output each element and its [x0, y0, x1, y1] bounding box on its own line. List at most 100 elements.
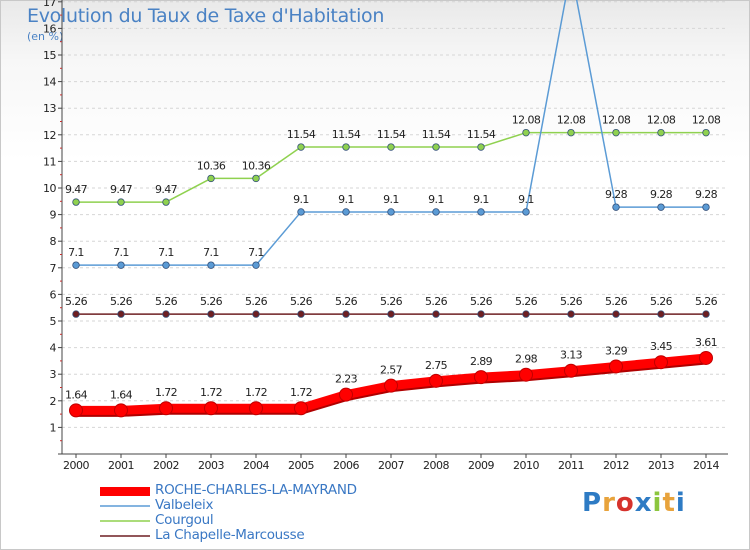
data-point	[387, 208, 395, 216]
data-label: 5.26	[425, 295, 448, 308]
data-point	[654, 355, 668, 370]
data-label: 5.26	[200, 295, 223, 308]
x-tick-label: 2012	[603, 459, 629, 472]
x-tick-label: 2008	[423, 459, 449, 472]
legend-swatch-courgoul	[100, 520, 150, 522]
data-label: 1.72	[200, 386, 222, 399]
data-label: 9.1	[338, 193, 354, 206]
chart-subtitle: (en %)	[27, 30, 64, 43]
x-tick-label: 2006	[333, 459, 359, 472]
data-point	[162, 261, 170, 269]
x-tick-label: 2007	[378, 459, 404, 472]
data-point	[702, 128, 710, 137]
data-label: 9.1	[518, 193, 534, 206]
logo-letter: P	[582, 488, 603, 518]
data-label: 1.72	[155, 386, 177, 399]
data-label: 5.26	[65, 295, 88, 308]
y-tick-label: 1	[50, 421, 57, 434]
data-point	[252, 261, 260, 269]
data-point	[252, 174, 260, 183]
data-point	[249, 401, 263, 416]
data-label: 9.47	[65, 183, 88, 196]
y-tick-label: 10	[43, 182, 56, 195]
data-label: 9.1	[293, 193, 309, 206]
data-point	[252, 310, 260, 318]
data-point	[477, 310, 485, 318]
data-label: 5.26	[155, 295, 178, 308]
x-tick-label: 2009	[468, 459, 494, 472]
data-point	[114, 403, 128, 418]
legend-label-roche: ROCHE-CHARLES-LA-MAYRAND	[155, 482, 357, 498]
data-point	[207, 261, 215, 269]
data-label: 5.26	[110, 295, 133, 308]
data-label: 9.1	[473, 193, 489, 206]
data-label: 5.26	[290, 295, 313, 308]
data-label: 2.75	[425, 359, 448, 372]
data-point	[207, 310, 215, 318]
y-tick-label: 5	[50, 315, 57, 328]
data-point	[564, 363, 578, 378]
x-tick-label: 2001	[108, 459, 134, 472]
data-point	[117, 310, 125, 318]
data-point	[117, 261, 125, 269]
y-tick-label: 4	[50, 342, 57, 355]
data-label: 5.26	[605, 295, 628, 308]
data-label: 5.26	[380, 295, 403, 308]
line-chart: 1234567891011121314151617181920002001200…	[43, 0, 728, 472]
y-tick-label: 8	[50, 235, 57, 248]
data-point	[387, 310, 395, 318]
data-point	[567, 310, 575, 318]
data-point	[342, 143, 350, 151]
data-label: 9.28	[695, 188, 718, 201]
x-tick-label: 2004	[243, 459, 269, 472]
data-label: 11.54	[377, 128, 406, 141]
logo-letter: i	[675, 488, 686, 518]
data-point	[567, 128, 575, 137]
data-point	[657, 128, 665, 137]
data-point	[294, 401, 308, 416]
data-point	[342, 310, 350, 318]
x-tick-label: 2005	[288, 459, 314, 472]
data-point	[702, 203, 710, 211]
data-label: 7.1	[158, 246, 174, 259]
legend-label-valbeleix: Valbeleix	[155, 497, 214, 513]
data-label: 12.08	[647, 114, 676, 127]
data-label: 2.23	[335, 373, 358, 386]
data-point	[612, 203, 620, 211]
data-point	[609, 359, 623, 374]
x-tick-label: 2000	[63, 459, 89, 472]
data-label: 12.08	[602, 114, 631, 127]
data-point	[429, 373, 443, 388]
data-label: 11.54	[467, 128, 496, 141]
data-label: 12.08	[692, 114, 721, 127]
data-point	[117, 198, 125, 206]
data-label: 3.13	[560, 349, 583, 362]
data-label: 9.47	[110, 183, 133, 196]
data-label: 5.26	[515, 295, 538, 308]
data-point	[477, 143, 485, 151]
data-label: 3.29	[605, 344, 628, 357]
data-label: 7.1	[248, 246, 264, 259]
x-tick-label: 2010	[513, 459, 539, 472]
data-point	[432, 310, 440, 318]
data-point	[69, 403, 83, 418]
data-point	[699, 350, 713, 365]
logo-letter: r	[602, 488, 616, 518]
y-tick-label: 15	[43, 49, 56, 62]
y-tick-label: 3	[50, 368, 57, 381]
x-tick-label: 2011	[558, 459, 584, 472]
proxiti-logo: Proxiti	[582, 488, 686, 518]
data-label: 5.26	[245, 295, 268, 308]
data-point	[342, 208, 350, 216]
data-label: 12.08	[512, 114, 541, 127]
data-point	[297, 208, 305, 216]
y-tick-label: 2	[50, 395, 57, 408]
data-label: 7.1	[68, 246, 84, 259]
data-point	[72, 198, 80, 206]
data-label: 1.64	[110, 388, 133, 401]
y-tick-label: 7	[50, 262, 57, 275]
data-point	[702, 310, 710, 318]
data-point	[297, 310, 305, 318]
data-label: 2.98	[515, 353, 538, 366]
